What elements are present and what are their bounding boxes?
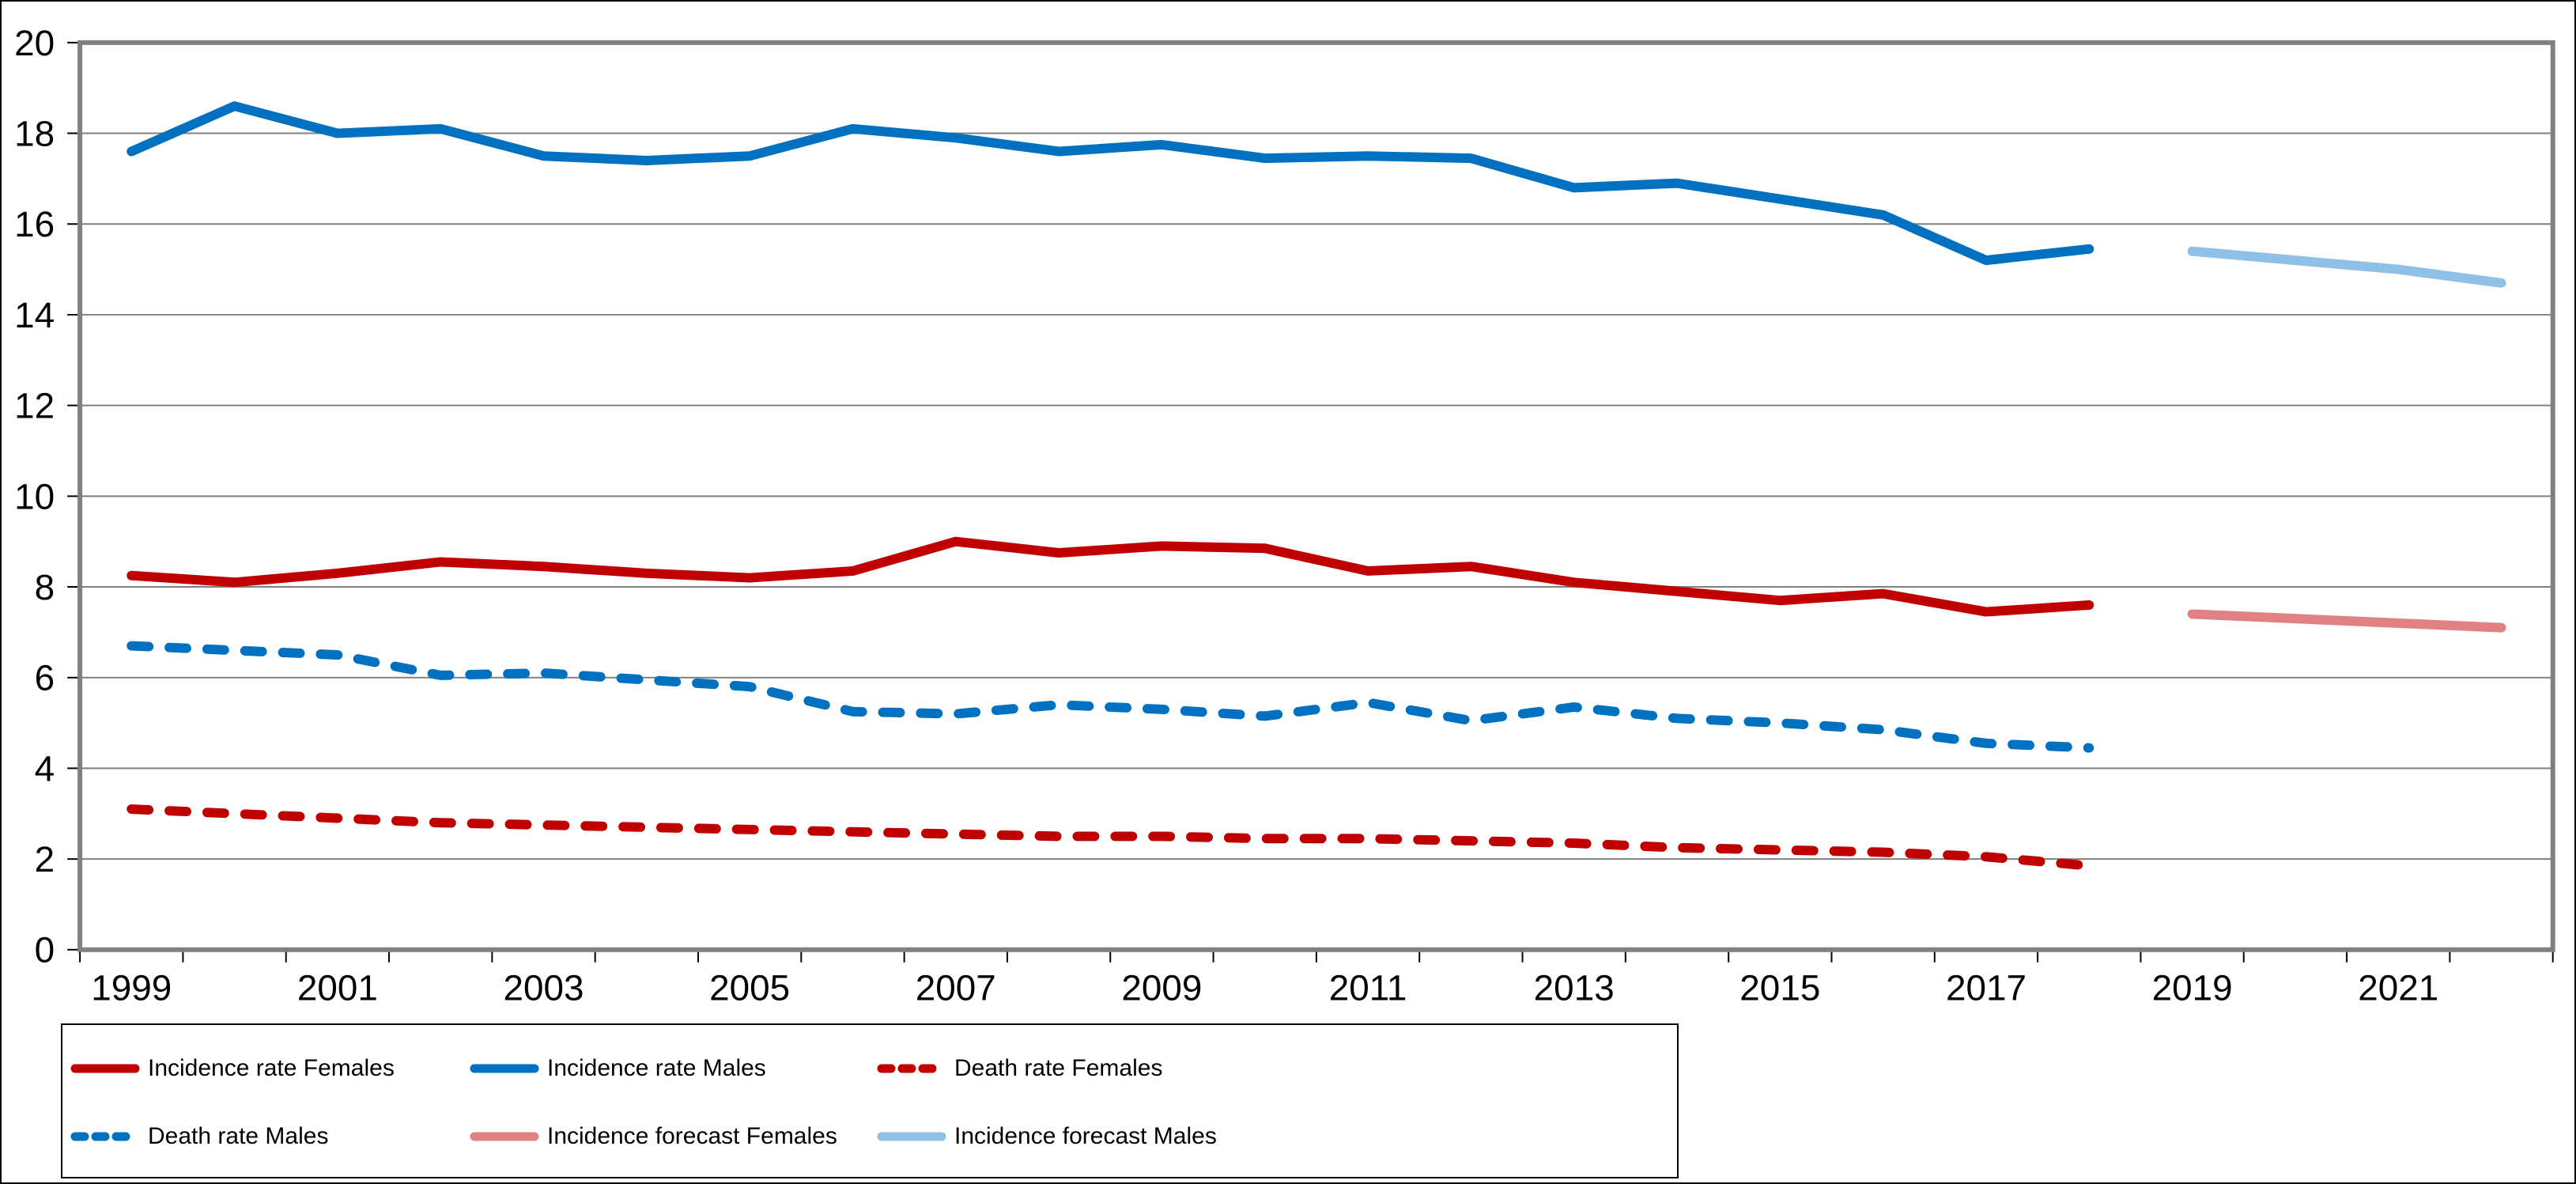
x-tick-label: 2021: [2358, 967, 2438, 1008]
legend-item-label: Incidence forecast Males: [954, 1123, 1217, 1149]
series-line-death-rate-females: [127, 804, 2094, 871]
legend-item: Incidence forecast Females: [470, 1123, 837, 1150]
y-tick-label: 20: [14, 22, 55, 63]
x-tick-label: 2009: [1121, 967, 1202, 1008]
legend-item: Incidence forecast Males: [877, 1123, 1217, 1150]
x-axis: 1999 2001 2003 2005 2007 2009 2011 2013 2015 2017…: [79, 949, 2554, 1008]
series-line-incidence-forecast-males: [2187, 246, 2506, 288]
y-tick-label: 10: [14, 475, 55, 516]
x-tick-label: 1999: [91, 967, 172, 1008]
series-line-incidence-rate-females: [127, 536, 2094, 617]
x-tick-label: 2019: [2152, 967, 2233, 1008]
y-tick-label: 2: [35, 838, 55, 879]
y-tick-label: 18: [14, 113, 55, 154]
legend-item: Incidence rate Males: [470, 1055, 766, 1082]
x-tick-label: 2015: [1739, 967, 1820, 1008]
y-tick-label: 0: [35, 929, 55, 970]
legend-key-solid-line-icon: [470, 1132, 539, 1141]
legend-item-label: Incidence forecast Females: [547, 1123, 837, 1149]
legend-key-dashed-line-icon: [877, 1064, 946, 1073]
x-tick-label: 2013: [1534, 967, 1615, 1008]
y-tick-label: 8: [35, 566, 55, 607]
legend-key-dashed-line-icon: [70, 1132, 140, 1141]
gridlines: [80, 132, 2553, 861]
legend-item-label: Incidence rate Females: [148, 1055, 395, 1081]
y-axis: 0 2 4 6 8 10 12 14 16 18 20: [14, 22, 81, 970]
legend-item: Death rate Females: [877, 1055, 1162, 1082]
x-tick-label: 2003: [504, 967, 584, 1008]
series-line-incidence-forecast-females: [2187, 609, 2506, 633]
x-tick-label: 2011: [1329, 967, 1407, 1008]
x-tick-label: 2007: [916, 967, 996, 1008]
legend-item-label: Death rate Females: [954, 1055, 1163, 1081]
series-line-incidence-rate-males: [127, 101, 2094, 266]
x-tick-label: 2017: [1946, 967, 2026, 1008]
legend-key-solid-line-icon: [877, 1132, 946, 1141]
legend-item: Incidence rate Females: [70, 1055, 395, 1082]
legend-item-label: Incidence rate Males: [547, 1055, 766, 1081]
series-line-death-rate-males: [127, 641, 2094, 753]
plot-border: [77, 40, 2555, 952]
y-tick-label: 12: [14, 385, 55, 426]
legend-item-label: Death rate Males: [148, 1123, 329, 1149]
legend-key-solid-line-icon: [70, 1064, 140, 1073]
legend-key-solid-line-icon: [470, 1064, 539, 1073]
y-tick-label: 16: [14, 203, 55, 244]
y-tick-label: 4: [35, 747, 55, 789]
y-tick-label: 6: [35, 657, 55, 698]
y-tick-label: 14: [14, 294, 55, 335]
x-tick-label: 2005: [709, 967, 790, 1008]
x-tick-label: 2001: [297, 967, 378, 1008]
legend-item: Death rate Males: [70, 1123, 328, 1150]
legend: Incidence rate Females Incidence rate Mal…: [61, 1023, 1679, 1178]
